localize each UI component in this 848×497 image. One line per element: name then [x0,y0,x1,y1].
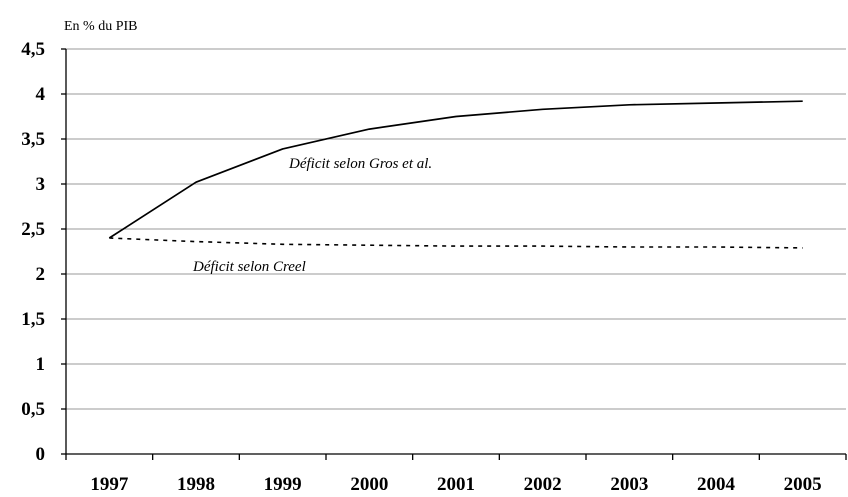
y-tick-label: 0,5 [21,399,45,420]
y-tick-label: 3 [36,174,46,195]
y-tick-label: 4 [36,84,46,105]
x-tick-labels: 1997 1998 1999 2000 2001 2002 2003 2004 2005 [90,474,821,495]
x-tick-label: 2005 [784,474,822,495]
series-label-creel: Déficit selon Creel [192,259,306,275]
y-tick-label: 1,5 [21,309,45,330]
series-label-gros: Déficit selon Gros et al. [288,156,432,172]
x-tick-label: 2000 [350,474,388,495]
y-tick-label: 2,5 [21,219,45,240]
x-tick-label: 1999 [264,474,302,495]
series-lines [108,100,803,249]
x-tick-label: 2003 [610,474,648,495]
y-tick-label: 4,5 [21,39,45,60]
y-tick-label: 3,5 [21,129,45,150]
x-tick-label: 2002 [524,474,562,495]
y-tick-label: 1 [36,354,46,375]
y-tick-label: 2 [36,264,46,285]
y-tick-labels: 0 0,5 1 1,5 2 2,5 3 3,5 4 4,5 [21,39,45,465]
x-tick-label: 1998 [177,474,215,495]
y-axis-unit-label: En % du PIB [64,19,138,34]
gridlines [66,48,846,410]
x-tick-label: 2004 [697,474,736,495]
y-tick-label: 0 [36,444,46,465]
x-tick-label: 1997 [90,474,129,495]
series-line-gros [108,100,803,239]
series-line-creel [109,237,803,249]
axes [61,48,847,460]
x-tick-label: 2001 [437,474,475,495]
